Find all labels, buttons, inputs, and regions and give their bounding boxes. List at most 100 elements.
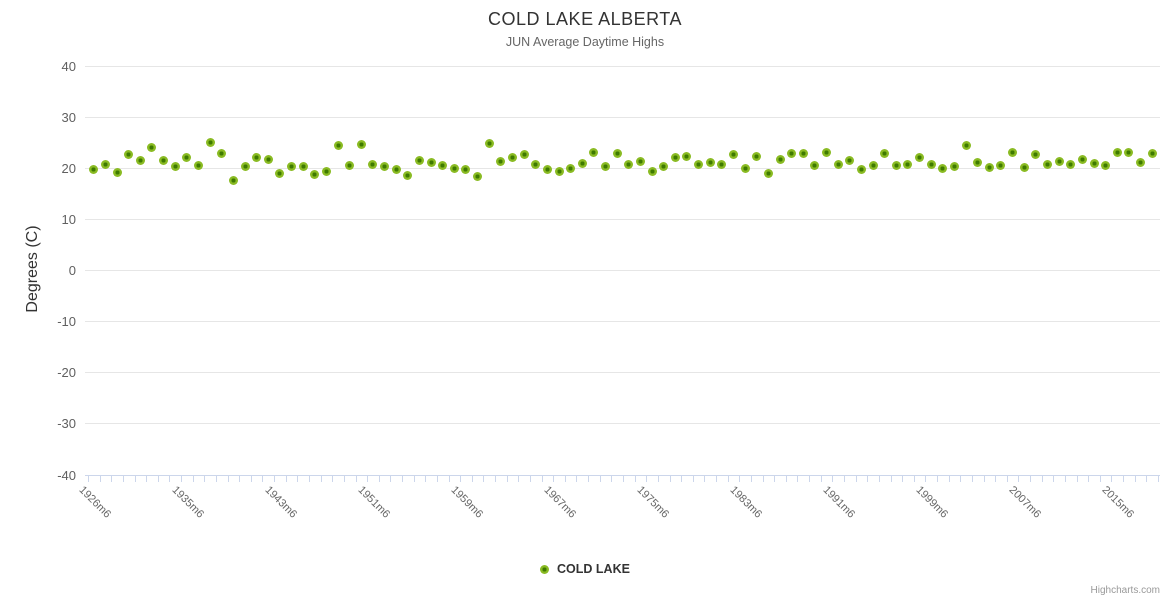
data-point[interactable] — [403, 171, 413, 181]
data-point[interactable] — [961, 141, 971, 151]
data-point[interactable] — [880, 148, 890, 158]
data-point[interactable] — [193, 161, 203, 171]
data-point[interactable] — [845, 155, 855, 165]
gridline — [85, 65, 1160, 67]
data-point[interactable] — [473, 171, 483, 181]
data-point[interactable] — [996, 160, 1006, 170]
data-point[interactable] — [496, 156, 506, 166]
data-point[interactable] — [438, 161, 448, 171]
data-point[interactable] — [973, 157, 983, 167]
data-point[interactable] — [740, 163, 750, 173]
data-point[interactable] — [217, 149, 227, 159]
data-point[interactable] — [112, 168, 122, 178]
highcharts-credits-link[interactable]: Highcharts.com — [1090, 585, 1160, 596]
data-point[interactable] — [763, 169, 773, 179]
data-point[interactable] — [449, 163, 459, 173]
data-point[interactable] — [287, 162, 297, 172]
data-point[interactable] — [508, 153, 517, 162]
data-point[interactable] — [1089, 158, 1099, 168]
data-point[interactable] — [752, 151, 762, 161]
data-point[interactable] — [705, 157, 715, 167]
data-point[interactable] — [1054, 157, 1064, 167]
data-point[interactable] — [984, 163, 994, 173]
data-point[interactable] — [461, 165, 471, 175]
data-point[interactable] — [275, 169, 285, 179]
data-point[interactable] — [228, 176, 238, 186]
data-point[interactable] — [670, 152, 680, 162]
data-point[interactable] — [647, 166, 657, 176]
data-point[interactable] — [1031, 150, 1041, 160]
data-point[interactable] — [566, 163, 576, 173]
data-point[interactable] — [1043, 160, 1052, 170]
data-point[interactable] — [263, 155, 273, 165]
data-point[interactable] — [1019, 163, 1029, 173]
data-point[interactable] — [856, 165, 866, 175]
x-tick — [402, 476, 404, 482]
data-point[interactable] — [1077, 154, 1087, 164]
data-point[interactable] — [333, 141, 343, 151]
data-point[interactable] — [519, 150, 529, 160]
data-point[interactable] — [159, 156, 169, 166]
data-point[interactable] — [1008, 148, 1018, 158]
data-point[interactable] — [682, 151, 692, 161]
data-point[interactable] — [391, 165, 401, 175]
data-point[interactable] — [135, 156, 145, 166]
data-point[interactable] — [205, 138, 215, 148]
data-point[interactable] — [310, 170, 320, 180]
data-point[interactable] — [659, 162, 669, 172]
data-point[interactable] — [484, 138, 494, 148]
data-point[interactable] — [624, 159, 634, 169]
data-point[interactable] — [170, 161, 180, 171]
data-point[interactable] — [147, 143, 157, 153]
x-tick — [250, 476, 252, 482]
data-point[interactable] — [798, 148, 808, 158]
data-point[interactable] — [868, 161, 878, 171]
data-point[interactable] — [635, 156, 645, 166]
data-point[interactable] — [426, 157, 436, 167]
x-tick — [995, 476, 997, 482]
data-point[interactable] — [589, 148, 599, 158]
data-point[interactable] — [298, 162, 308, 172]
data-point[interactable] — [368, 159, 378, 169]
data-point[interactable] — [1112, 148, 1122, 158]
data-point[interactable] — [100, 159, 110, 169]
data-point[interactable] — [810, 160, 820, 170]
data-point[interactable] — [542, 165, 552, 175]
data-point[interactable] — [1066, 159, 1076, 169]
data-point[interactable] — [182, 153, 192, 162]
data-point[interactable] — [915, 153, 925, 162]
data-point[interactable] — [414, 156, 424, 166]
data-point[interactable] — [380, 162, 390, 172]
data-point[interactable] — [1124, 148, 1134, 158]
data-point[interactable] — [356, 140, 366, 150]
data-point[interactable] — [822, 148, 832, 158]
data-point[interactable] — [1136, 157, 1146, 167]
data-point[interactable] — [345, 161, 355, 171]
data-point[interactable] — [949, 162, 959, 172]
data-point[interactable] — [1101, 161, 1111, 171]
data-point[interactable] — [89, 165, 99, 175]
data-point[interactable] — [694, 159, 704, 169]
data-point[interactable] — [554, 166, 564, 176]
x-tick — [727, 476, 729, 482]
data-point[interactable] — [601, 162, 611, 172]
data-point[interactable] — [926, 159, 936, 169]
legend-item-cold-lake[interactable]: COLD LAKE — [540, 562, 630, 576]
data-point[interactable] — [531, 160, 541, 170]
data-point[interactable] — [252, 153, 262, 162]
x-tick — [204, 476, 206, 482]
data-point[interactable] — [903, 160, 913, 170]
data-point[interactable] — [240, 162, 250, 172]
data-point[interactable] — [787, 149, 797, 159]
data-point[interactable] — [891, 160, 901, 170]
data-point[interactable] — [728, 150, 738, 160]
data-point[interactable] — [833, 159, 843, 169]
data-point[interactable] — [1147, 149, 1157, 159]
data-point[interactable] — [577, 158, 587, 168]
data-point[interactable] — [717, 160, 727, 170]
data-point[interactable] — [775, 155, 785, 165]
data-point[interactable] — [124, 149, 134, 159]
data-point[interactable] — [321, 166, 331, 176]
data-point[interactable] — [612, 149, 622, 159]
data-point[interactable] — [938, 164, 948, 174]
